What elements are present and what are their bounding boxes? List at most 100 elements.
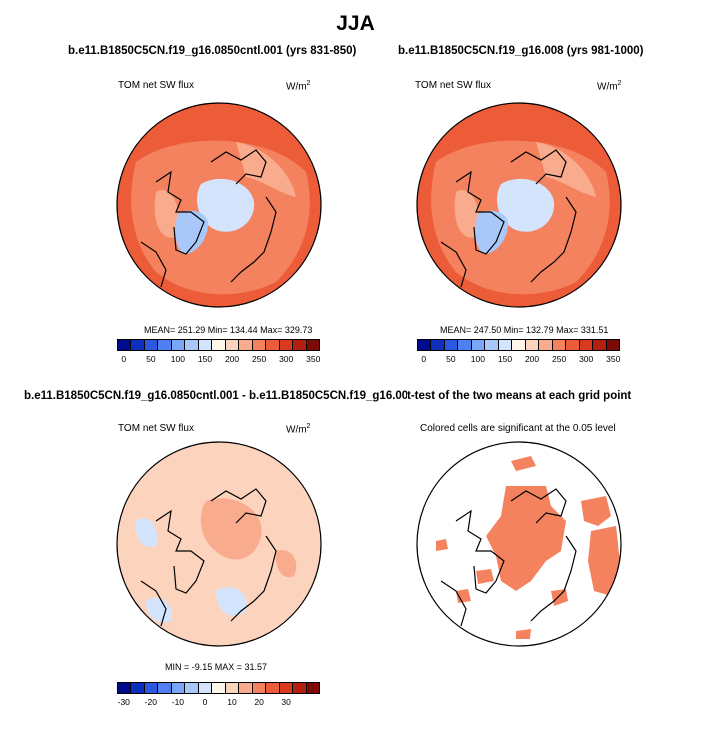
positive-difference-region-2 — [275, 550, 297, 578]
negative-difference-region — [135, 518, 158, 548]
significant-cells — [436, 456, 621, 639]
colorbar-swatch — [418, 340, 432, 350]
negative-difference-region-3 — [146, 597, 172, 623]
panel-1-map — [116, 102, 322, 308]
panel-4-title: t-test of the two means at each grid poi… — [407, 390, 632, 402]
colorbar-swatch — [131, 340, 145, 350]
panel-3-title: b.e11.B1850C5CN.f19_g16.0850cntl.001 - b… — [24, 390, 407, 402]
colorbar-swatch — [158, 683, 172, 693]
colorbar-swatch — [566, 340, 580, 350]
colorbar-swatch — [212, 683, 226, 693]
panel-1-variable: TOM net SW flux — [118, 80, 194, 91]
significant-region — [486, 486, 566, 591]
colorbar-tick-label: 100 — [470, 354, 485, 364]
colorbar-swatch — [118, 683, 132, 693]
colorbar-tick-label: -20 — [144, 697, 157, 707]
colorbar-swatch — [198, 683, 213, 693]
land-region-2 — [454, 190, 480, 238]
colorbar-tick-label: 0 — [421, 354, 427, 364]
panel-4-map — [416, 441, 622, 647]
colorbar-tick-label: -30 — [117, 697, 130, 707]
colorbar-swatch — [512, 340, 526, 350]
colorbar-swatch — [239, 340, 253, 350]
figure-title: JJA — [336, 12, 375, 35]
panel-3-stats: MIN = -9.15 MAX = 31.57 — [165, 662, 268, 672]
panel-2-variable: TOM net SW flux — [415, 80, 491, 91]
coastlines — [440, 488, 577, 627]
colorbar-swatch — [306, 340, 320, 350]
greenland-region — [175, 210, 209, 254]
colorbar-swatch — [593, 340, 607, 350]
colorbar-swatch — [185, 683, 199, 693]
colorbar-swatch — [171, 340, 186, 350]
colorbar-swatch — [252, 340, 267, 350]
colorbar-swatch — [212, 340, 226, 350]
panel-3-map — [116, 441, 322, 647]
panel-3-units: W/m2 — [286, 423, 311, 436]
colorbar-tick-label: 10 — [227, 697, 237, 707]
colorbar-swatch — [225, 340, 240, 350]
colorbar-tick-label: 300 — [279, 354, 294, 364]
panel-1-title: b.e11.B1850C5CN.f19_g16.0850cntl.001 (yr… — [68, 45, 357, 57]
colorbar-tick-label: 250 — [552, 354, 567, 364]
colorbar-swatch — [131, 683, 145, 693]
colorbar-tick-label: 350 — [306, 354, 321, 364]
panel-2-map — [416, 102, 622, 308]
arctic-low-region — [496, 178, 555, 232]
significant-region-6 — [456, 589, 471, 603]
colorbar-swatch — [552, 340, 567, 350]
colorbar-swatch — [144, 340, 159, 350]
greenland-region — [475, 210, 509, 254]
significant-region-9 — [516, 629, 531, 639]
colorbar-swatch — [185, 340, 199, 350]
panel-2-stats: MEAN= 247.50 Min= 132.79 Max= 331.51 — [440, 325, 609, 335]
colorbar-swatch — [293, 683, 307, 693]
panel-2-title: b.e11.B1850C5CN.f19_g16.008 (yrs 981-100… — [398, 45, 644, 57]
colorbar-swatch — [293, 340, 307, 350]
panel-3-colorbar: -30 -20 -10 0 10 20 30 — [117, 682, 320, 708]
panel-2-colorbar: 0 50 100 150 200 250 300 350 — [417, 339, 620, 365]
colorbar-swatch — [239, 683, 253, 693]
colorbar-swatch — [485, 340, 499, 350]
colorbar-swatch — [458, 340, 472, 350]
colorbar-tick-label: 0 — [121, 354, 127, 364]
land-region-2 — [154, 190, 180, 238]
coastlines — [140, 149, 277, 288]
colorbar-tick-label: 200 — [224, 354, 240, 364]
coastlines — [440, 149, 577, 288]
coastlines — [140, 488, 277, 627]
colorbar-swatch — [266, 683, 280, 693]
land-region — [236, 142, 296, 197]
colorbar-tick-label: 50 — [146, 354, 156, 364]
arctic-low-region — [196, 178, 255, 232]
colorbar-swatch — [525, 340, 540, 350]
panel-1-units: W/m2 — [286, 80, 311, 93]
colorbar-swatch — [118, 340, 132, 350]
colorbar-tick-label: 350 — [606, 354, 621, 364]
significant-region-8 — [551, 589, 568, 606]
colorbar-swatch — [198, 340, 213, 350]
colorbar-tick-label: 100 — [170, 354, 185, 364]
colorbar-tick-label: 150 — [197, 354, 213, 364]
colorbar-swatch — [171, 683, 186, 693]
negative-difference-region-2 — [216, 587, 247, 616]
colorbar-swatch — [279, 683, 294, 693]
panel-2-units: W/m2 — [597, 80, 622, 93]
colorbar-swatch — [144, 683, 159, 693]
colorbar-swatch — [306, 683, 320, 693]
colorbar-tick-label: 50 — [446, 354, 456, 364]
panel-4-subtitle: Colored cells are significant at the 0.0… — [420, 423, 616, 434]
significant-region-2 — [581, 496, 611, 526]
panel-1-stats: MEAN= 251.29 Min= 134.44 Max= 329.73 — [144, 325, 313, 335]
colorbar-swatch — [431, 340, 445, 350]
colorbar-tick-label: 0 — [202, 697, 208, 707]
colorbar-tick-label: 300 — [579, 354, 594, 364]
significant-region-5 — [476, 569, 494, 584]
colorbar-tick-label: 150 — [497, 354, 513, 364]
colorbar-swatch — [279, 340, 294, 350]
panel-3-variable: TOM net SW flux — [118, 423, 194, 434]
colorbar-swatch — [158, 340, 172, 350]
colorbar-swatch — [225, 683, 240, 693]
significant-region-3 — [588, 526, 621, 596]
significant-region-7 — [436, 539, 448, 551]
